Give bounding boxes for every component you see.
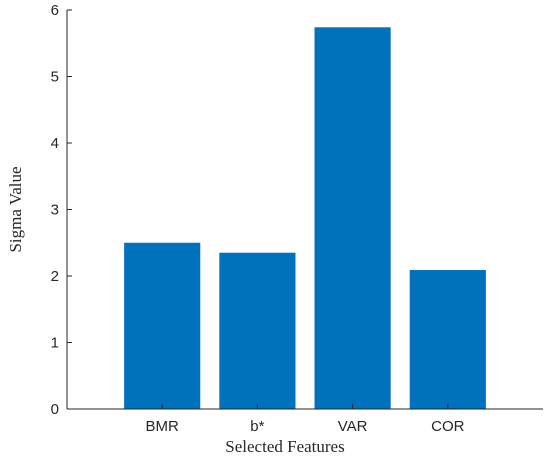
y-tick-label: 3 [51,202,59,219]
y-tick-label: 1 [51,335,59,352]
y-tick-label: 0 [51,401,59,418]
bar-BMR [124,242,201,409]
y-tick-label: 5 [51,69,59,86]
x-tick-label: COR [431,418,465,435]
x-axis-ticks: BMR b* VAR COR [146,404,465,435]
x-tick-label: VAR [338,418,368,435]
bars-group [124,27,486,409]
y-tick-label: 4 [51,135,59,152]
bar-COR [409,270,486,409]
y-axis-ticks: 0 1 2 3 4 5 6 [51,2,72,418]
y-axis-title: Sigma Value [6,166,25,252]
y-tick-label: 2 [51,268,59,285]
x-axis-title: Selected Features [225,437,344,456]
x-tick-label: b* [250,418,264,435]
bar-b* [219,252,296,409]
bar-VAR [314,27,391,409]
y-tick-label: 6 [51,2,59,19]
x-tick-label: BMR [146,418,180,435]
